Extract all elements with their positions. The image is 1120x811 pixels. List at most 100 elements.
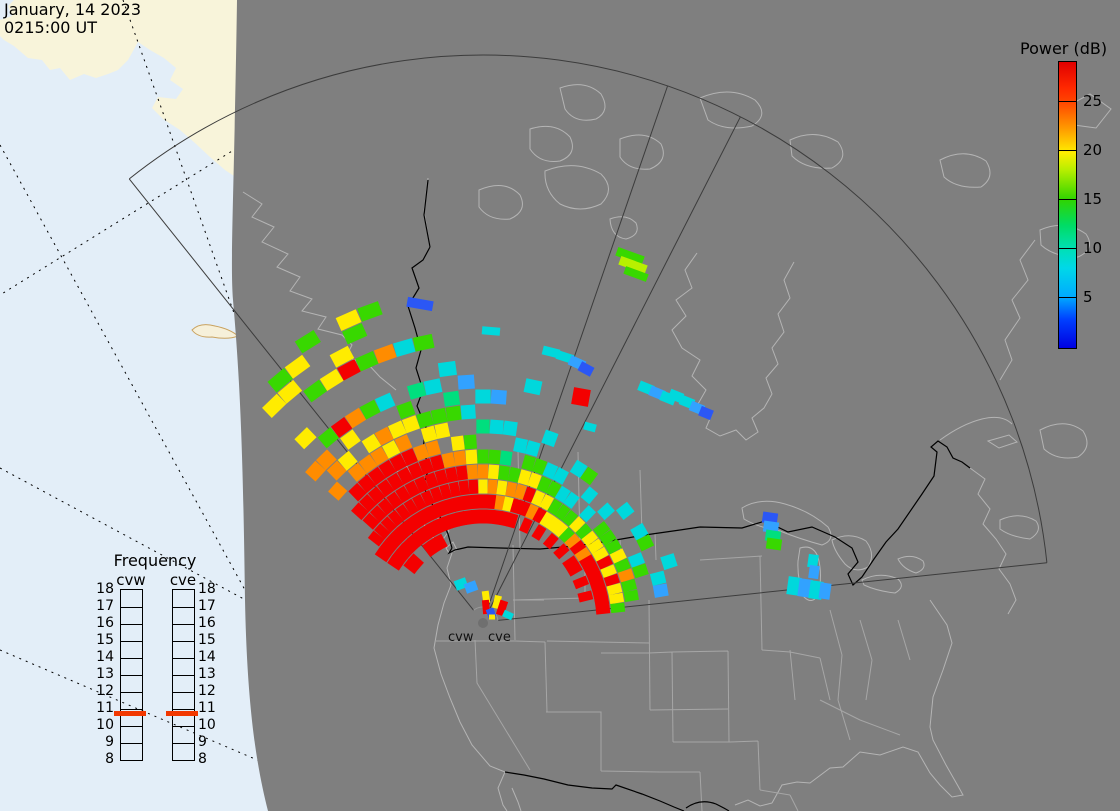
power-cell bbox=[568, 516, 586, 533]
ladder-rung bbox=[121, 709, 142, 710]
power-cell bbox=[374, 426, 394, 446]
power-cell bbox=[575, 523, 592, 540]
time-label: 0215:00 UT bbox=[4, 18, 98, 37]
frequency-scale-label: 10 bbox=[96, 717, 114, 733]
frequency-scale-label: 11 bbox=[198, 700, 216, 716]
power-cell bbox=[698, 405, 714, 421]
power-cell bbox=[369, 505, 387, 523]
power-cell bbox=[403, 558, 420, 575]
power-cell bbox=[387, 509, 404, 527]
power-cell bbox=[407, 532, 424, 550]
power-cell bbox=[536, 476, 552, 493]
power-cell bbox=[407, 462, 424, 480]
power-cell bbox=[337, 450, 358, 471]
power-cell bbox=[652, 583, 669, 598]
power-cell bbox=[630, 522, 649, 541]
power-cell bbox=[608, 592, 625, 605]
power-cell bbox=[580, 466, 599, 486]
power-cell bbox=[623, 589, 639, 603]
power-cell bbox=[614, 558, 631, 573]
power-cell bbox=[347, 462, 367, 482]
power-cell bbox=[532, 507, 547, 524]
power-cell bbox=[579, 554, 596, 570]
frequency-scale-label: 16 bbox=[96, 615, 114, 631]
power-cell bbox=[531, 489, 546, 507]
power-cell bbox=[495, 599, 509, 617]
power-cell bbox=[546, 516, 562, 533]
power-cell bbox=[583, 421, 597, 433]
power-cell bbox=[486, 494, 497, 510]
frequency-scale-label: 14 bbox=[96, 649, 114, 665]
colorbar-tick-label: 10 bbox=[1083, 239, 1103, 257]
power-cell bbox=[355, 350, 379, 372]
fov-edge-line bbox=[489, 116, 741, 609]
power-cell bbox=[294, 329, 321, 354]
power-cell bbox=[335, 309, 362, 331]
power-cell bbox=[433, 517, 448, 534]
power-cell bbox=[391, 549, 409, 565]
power-cell bbox=[513, 437, 528, 454]
power-cell bbox=[599, 529, 617, 546]
power-cell bbox=[558, 527, 575, 544]
fov-edge-line bbox=[487, 85, 669, 608]
power-cell bbox=[348, 482, 367, 502]
power-cell bbox=[374, 546, 392, 563]
power-cell bbox=[453, 577, 469, 591]
power-cell bbox=[610, 602, 626, 614]
power-cell bbox=[623, 266, 649, 282]
radar-site-dot bbox=[478, 618, 488, 628]
power-cell bbox=[615, 246, 645, 266]
ladder-rung bbox=[121, 607, 142, 608]
power-cell bbox=[448, 481, 461, 498]
frequency-scale-label: 12 bbox=[198, 683, 216, 699]
power-cell bbox=[294, 427, 317, 450]
power-cell bbox=[413, 443, 430, 462]
power-cell bbox=[475, 389, 491, 404]
power-cell bbox=[374, 392, 396, 413]
power-cell bbox=[434, 422, 451, 440]
power-cell bbox=[786, 576, 802, 596]
power-cell bbox=[401, 537, 418, 555]
ladder-rung bbox=[121, 726, 142, 727]
power-cell bbox=[490, 389, 507, 405]
power-cell bbox=[574, 546, 592, 563]
power-cell bbox=[808, 564, 820, 580]
power-cell bbox=[340, 429, 361, 450]
frequency-scale-label: 13 bbox=[198, 666, 216, 682]
power-cell bbox=[501, 609, 515, 621]
power-cell bbox=[441, 452, 456, 469]
power-cell bbox=[377, 498, 395, 516]
power-cell bbox=[361, 433, 382, 454]
frequency-scale-label: 9 bbox=[105, 734, 114, 750]
power-cell bbox=[386, 491, 403, 509]
power-cell bbox=[367, 530, 385, 547]
timestamp-block: January, 14 2023 0215:00 UT bbox=[4, 1, 141, 37]
power-cell bbox=[419, 507, 434, 524]
frequency-marker-cvw bbox=[114, 711, 146, 716]
power-cell bbox=[351, 502, 369, 521]
ladder-rung bbox=[173, 641, 194, 642]
power-cell bbox=[420, 489, 435, 507]
power-cell bbox=[357, 301, 383, 322]
power-cell bbox=[569, 459, 588, 479]
power-cell bbox=[445, 466, 459, 483]
power-cell bbox=[569, 539, 587, 556]
colorbar-title: Power (dB) bbox=[1020, 39, 1108, 58]
power-cell bbox=[617, 568, 635, 583]
power-cell bbox=[552, 521, 569, 538]
power-cell bbox=[487, 464, 500, 480]
power-cell bbox=[517, 469, 532, 486]
power-cell bbox=[378, 459, 397, 479]
power-cell bbox=[379, 539, 397, 556]
geomagnetic-grid-dotted-lines bbox=[0, 0, 263, 763]
power-cell bbox=[342, 323, 368, 345]
frequency-scale-label: 17 bbox=[198, 598, 216, 614]
power-cell bbox=[463, 434, 478, 450]
power-cell bbox=[487, 479, 498, 495]
ladder-rung bbox=[173, 675, 194, 676]
frequency-scale-label: 12 bbox=[96, 683, 114, 699]
colorbar-tick-label: 25 bbox=[1083, 92, 1103, 110]
power-cell bbox=[439, 483, 453, 500]
power-cell bbox=[412, 494, 427, 511]
